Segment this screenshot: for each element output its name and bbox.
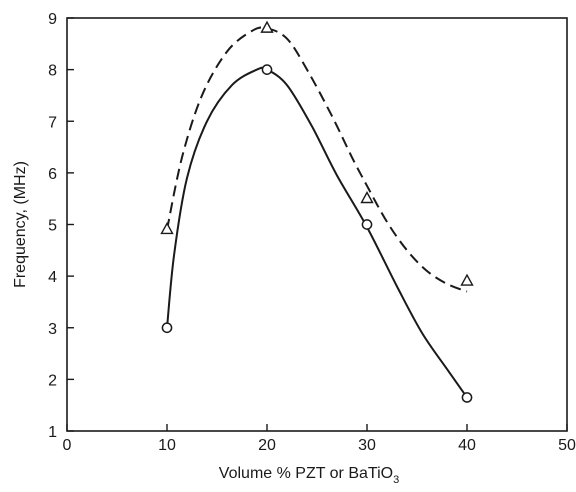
ticks <box>66 17 568 432</box>
y-tick-label: 3 <box>48 321 57 338</box>
x-tick-label: 40 <box>458 437 476 454</box>
x-axis-label-subscript: 3 <box>393 474 399 486</box>
x-tick-label: 50 <box>558 437 576 454</box>
y-axis-label: Frequency, (MHz) <box>12 161 29 288</box>
x-tick-label: 0 <box>63 437 72 454</box>
dashed-curve-triangle-series <box>166 26 468 293</box>
series-lines <box>166 26 468 398</box>
y-tick-label: 7 <box>48 114 57 131</box>
triangle-marker <box>260 20 274 33</box>
y-tick-label: 8 <box>48 63 57 80</box>
circle-marker <box>461 392 473 403</box>
solid-curve-circle-series <box>166 66 468 398</box>
x-tick-label: 20 <box>258 437 276 454</box>
y-tick-label: 2 <box>48 372 57 389</box>
circle-marker <box>361 219 373 230</box>
x-axis-label-main: Volume % PZT or BaTiO <box>219 465 393 482</box>
circle-marker <box>261 64 273 75</box>
y-tick-label: 9 <box>48 11 57 28</box>
y-tick-label: 1 <box>48 424 57 441</box>
y-tick-label: 5 <box>48 218 57 235</box>
plot-frame <box>66 17 568 432</box>
x-axis-label: Volume % PZT or BaTiO3 <box>219 465 399 486</box>
circle-marker <box>161 322 173 334</box>
triangle-marker <box>160 222 174 235</box>
y-tick-label: 6 <box>48 166 57 183</box>
y-tick-label: 4 <box>48 269 57 286</box>
tick-labels: 0 10 20 30 40 50 1 2 3 4 5 6 7 8 9 <box>48 11 576 454</box>
data-markers <box>160 20 474 403</box>
triangle-marker <box>360 191 374 204</box>
x-tick-label: 10 <box>158 437 176 454</box>
triangle-marker <box>460 273 474 286</box>
axes <box>66 17 568 432</box>
x-tick-label: 30 <box>358 437 376 454</box>
